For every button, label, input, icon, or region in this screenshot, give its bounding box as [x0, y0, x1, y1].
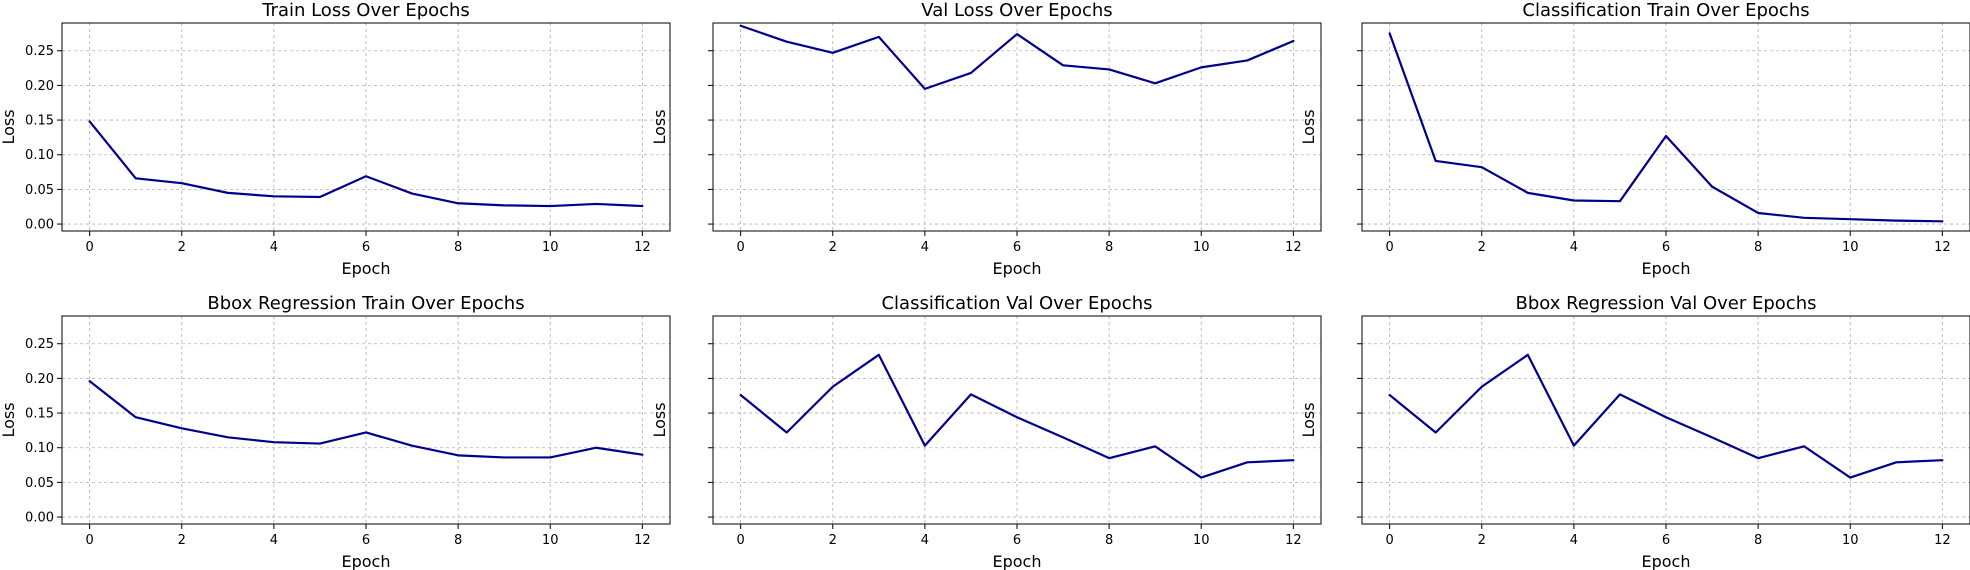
x-tick-label: 6	[362, 240, 370, 255]
x-tick-label: 8	[1754, 533, 1762, 548]
y-tick-label: 0.20	[25, 79, 54, 94]
x-tick-label: 2	[1478, 240, 1486, 255]
x-tick-label: 4	[921, 240, 929, 255]
y-tick-label: 0.00	[25, 218, 54, 233]
x-tick-label: 8	[454, 533, 462, 548]
y-tick-label: 0.25	[25, 44, 54, 59]
series-line	[1388, 353, 1944, 479]
x-tick-label: 12	[1934, 533, 1951, 548]
x-tick-label: 10	[542, 240, 559, 255]
y-axis-label: Loss	[1299, 109, 1318, 144]
x-tick-label: 2	[829, 533, 837, 548]
x-axis-label: Epoch	[1642, 552, 1691, 570]
series-line	[88, 120, 644, 208]
x-tick-label: 0	[736, 240, 744, 255]
chart-title: Train Loss Over Epochs	[261, 0, 470, 21]
chart-panel-6: 0 2 4 6 8 10 12 Bbox Regression Val Over Epochs…	[1299, 293, 1970, 570]
x-tick-label: 10	[1842, 240, 1859, 255]
x-tick-label: 4	[270, 240, 278, 255]
x-tick-label: 0	[1385, 240, 1393, 255]
x-tick-label: 10	[1842, 533, 1859, 548]
chart-panel-2: 0 2 4 6 8 10 12 Val Loss Over Epochs Epoch Loss	[650, 0, 1322, 278]
x-tick-label: 4	[1570, 533, 1578, 548]
x-tick-label: 4	[270, 533, 278, 548]
x-tick-label: 4	[921, 533, 929, 548]
x-tick-label: 0	[736, 533, 744, 548]
series-line	[1388, 32, 1944, 223]
x-axis-label: Epoch	[993, 259, 1042, 278]
chart-panel-5: 0 2 4 6 8 10 12 Classification Val Over Epochs E…	[650, 293, 1322, 570]
y-tick-label: 0.05	[25, 183, 54, 198]
y-tick-label: 0.15	[25, 407, 54, 422]
y-axis-label: Loss	[0, 402, 18, 437]
y-tick-label: 0.10	[25, 441, 54, 456]
x-tick-label: 6	[1662, 533, 1670, 548]
chart-title: Bbox Regression Train Over Epochs	[207, 293, 524, 314]
chart-title: Classification Val Over Epochs	[881, 293, 1152, 314]
x-tick-label: 2	[178, 240, 186, 255]
x-tick-label: 2	[178, 533, 186, 548]
y-axis-label: Loss	[650, 109, 669, 144]
chart-panel-3: 0 2 4 6 8 10 12 Classification Train Over Epoch…	[1299, 0, 1970, 278]
y-tick-label: 0.10	[25, 148, 54, 163]
y-tick-label: 0.15	[25, 114, 54, 129]
y-tick-label: 0.20	[25, 372, 54, 387]
x-tick-label: 10	[542, 533, 559, 548]
y-tick-label: 0.25	[25, 337, 54, 352]
x-tick-label: 6	[1013, 533, 1021, 548]
x-tick-label: 10	[1193, 533, 1210, 548]
x-tick-label: 8	[1754, 240, 1762, 255]
series-line	[88, 380, 644, 459]
y-axis-label: Loss	[0, 109, 18, 144]
x-tick-label: 12	[1934, 240, 1951, 255]
chart-title: Val Loss Over Epochs	[921, 0, 1112, 21]
x-tick-label: 12	[1285, 533, 1302, 548]
series-line	[739, 24, 1295, 90]
x-tick-label: 0	[1385, 533, 1393, 548]
y-axis-label: Loss	[1299, 402, 1318, 437]
chart-title: Bbox Regression Val Over Epochs	[1516, 293, 1817, 314]
y-axis-label: Loss	[650, 402, 669, 437]
x-tick-label: 8	[454, 240, 462, 255]
x-tick-label: 10	[1193, 240, 1210, 255]
x-tick-label: 6	[1662, 240, 1670, 255]
chart-panel-4: 0 2 4 6 8 10 12 0.00 0.05 0.10 0.15 0.20 0.25 Bbox Re…	[0, 293, 671, 570]
y-tick-label: 0.00	[25, 511, 54, 526]
x-tick-label: 0	[85, 533, 93, 548]
x-axis-label: Epoch	[342, 259, 391, 278]
chart-title: Classification Train Over Epochs	[1522, 0, 1809, 21]
x-axis-label: Epoch	[1642, 259, 1691, 278]
x-tick-label: 2	[829, 240, 837, 255]
x-tick-label: 2	[1478, 533, 1486, 548]
series-line	[739, 353, 1295, 479]
chart-panel-1: 0 2 4 6 8 10 12 0.00 0.05 0.10 0.15 0.20 0.25 Train L…	[0, 0, 671, 278]
x-tick-label: 8	[1105, 240, 1113, 255]
x-axis-label: Epoch	[993, 552, 1042, 570]
x-tick-label: 0	[85, 240, 93, 255]
x-axis-label: Epoch	[342, 552, 391, 570]
x-tick-label: 6	[362, 533, 370, 548]
x-tick-label: 4	[1570, 240, 1578, 255]
x-tick-label: 12	[634, 240, 651, 255]
x-tick-label: 6	[1013, 240, 1021, 255]
x-tick-label: 8	[1105, 533, 1113, 548]
x-tick-label: 12	[1285, 240, 1302, 255]
x-tick-label: 12	[634, 533, 651, 548]
y-tick-label: 0.05	[25, 476, 54, 491]
